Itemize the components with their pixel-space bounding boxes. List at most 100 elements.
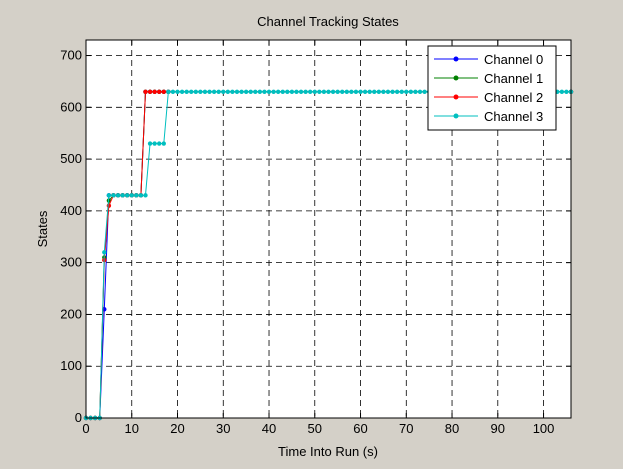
- data-point: [381, 89, 386, 94]
- data-point: [193, 89, 199, 94]
- data-point: [152, 89, 157, 94]
- data-point: [340, 89, 345, 94]
- y-tick-label: 400: [60, 203, 82, 218]
- x-tick-label: 30: [216, 421, 230, 436]
- legend: Channel 0 Channel 1 Channel 2 Channel 3: [427, 45, 557, 131]
- legend-label: Channel 1: [484, 71, 543, 86]
- data-point: [275, 89, 281, 94]
- data-point: [216, 89, 221, 94]
- legend-marker: [453, 56, 459, 62]
- x-tick-label: 40: [262, 421, 276, 436]
- data-point: [143, 193, 148, 198]
- data-point: [266, 89, 272, 94]
- data-point: [390, 89, 395, 94]
- data-point: [285, 89, 290, 94]
- data-point: [243, 89, 249, 94]
- data-point: [115, 193, 121, 198]
- data-point: [111, 193, 116, 198]
- data-point: [298, 89, 304, 94]
- chart-title: Channel Tracking States: [257, 14, 399, 29]
- data-point: [147, 141, 153, 146]
- data-point: [404, 89, 409, 94]
- data-point: [413, 89, 418, 94]
- legend-label: Channel 0: [484, 52, 543, 67]
- axis-ticks: 0 10 20 30 40 50 60 70 80 90 100 0 100 200 300 400 500 60…: [60, 40, 571, 436]
- data-point: [358, 89, 363, 94]
- data-point: [202, 89, 208, 94]
- x-tick-label: 0: [82, 421, 89, 436]
- data-point: [179, 89, 185, 94]
- data-point: [422, 89, 427, 94]
- legend-marker: [453, 75, 459, 81]
- y-axis-label: States: [35, 210, 50, 247]
- legend-label: Channel 3: [484, 109, 543, 124]
- data-point: [312, 89, 317, 94]
- data-point: [120, 193, 125, 198]
- data-point: [307, 89, 313, 94]
- y-tick-label: 600: [60, 99, 82, 114]
- data-point: [376, 89, 382, 94]
- data-point: [417, 89, 423, 94]
- data-point: [326, 89, 331, 94]
- data-point: [280, 89, 285, 94]
- data-point: [257, 89, 263, 94]
- data-point: [303, 89, 308, 94]
- data-point: [189, 89, 194, 94]
- data-point: [353, 89, 359, 94]
- data-point: [152, 141, 157, 146]
- legend-item: Channel 3: [434, 109, 543, 124]
- x-tick-label: 50: [308, 421, 322, 436]
- legend-marker: [453, 94, 459, 100]
- data-point: [211, 89, 217, 94]
- data-point: [317, 89, 322, 94]
- legend-item: Channel 1: [434, 71, 543, 86]
- data-point: [399, 89, 404, 94]
- y-tick-label: 200: [60, 306, 82, 321]
- data-point: [367, 89, 372, 94]
- x-tick-label: 90: [491, 421, 505, 436]
- y-tick-label: 0: [75, 410, 82, 425]
- x-tick-label: 70: [399, 421, 413, 436]
- data-point: [157, 89, 162, 94]
- x-tick-label: 80: [445, 421, 459, 436]
- data-point: [262, 89, 267, 94]
- x-tick-label: 20: [170, 421, 184, 436]
- data-point: [129, 193, 134, 198]
- data-point: [138, 193, 144, 198]
- data-point: [225, 89, 231, 94]
- data-point: [362, 89, 368, 94]
- data-point: [161, 141, 166, 146]
- data-point: [175, 89, 180, 94]
- x-axis-label: Time Into Run (s): [278, 444, 378, 459]
- data-point: [143, 89, 148, 94]
- axes-box: [85, 39, 572, 419]
- data-point: [157, 141, 162, 146]
- data-point: [234, 89, 240, 94]
- x-tick-label: 100: [533, 421, 555, 436]
- data-point: [102, 250, 107, 255]
- data-point: [294, 89, 299, 94]
- y-tick-label: 300: [60, 255, 82, 270]
- data-point: [289, 89, 295, 94]
- data-point: [372, 89, 377, 94]
- x-tick-label: 60: [353, 421, 367, 436]
- x-tick-label: 10: [125, 421, 139, 436]
- data-point: [230, 89, 235, 94]
- data-point: [564, 89, 569, 94]
- data-point: [394, 89, 400, 94]
- data-point: [253, 89, 258, 94]
- data-point: [248, 89, 253, 94]
- y-tick-label: 100: [60, 358, 82, 373]
- data-point: [385, 89, 391, 94]
- data-point: [170, 89, 176, 94]
- data-point: [271, 89, 276, 94]
- legend-label: Channel 2: [484, 90, 543, 105]
- data-point: [147, 89, 153, 94]
- data-point: [198, 89, 203, 94]
- data-point: [239, 89, 244, 94]
- data-point: [106, 193, 112, 198]
- y-tick-label: 700: [60, 48, 82, 63]
- data-point: [335, 89, 340, 94]
- legend-item: Channel 2: [434, 90, 543, 105]
